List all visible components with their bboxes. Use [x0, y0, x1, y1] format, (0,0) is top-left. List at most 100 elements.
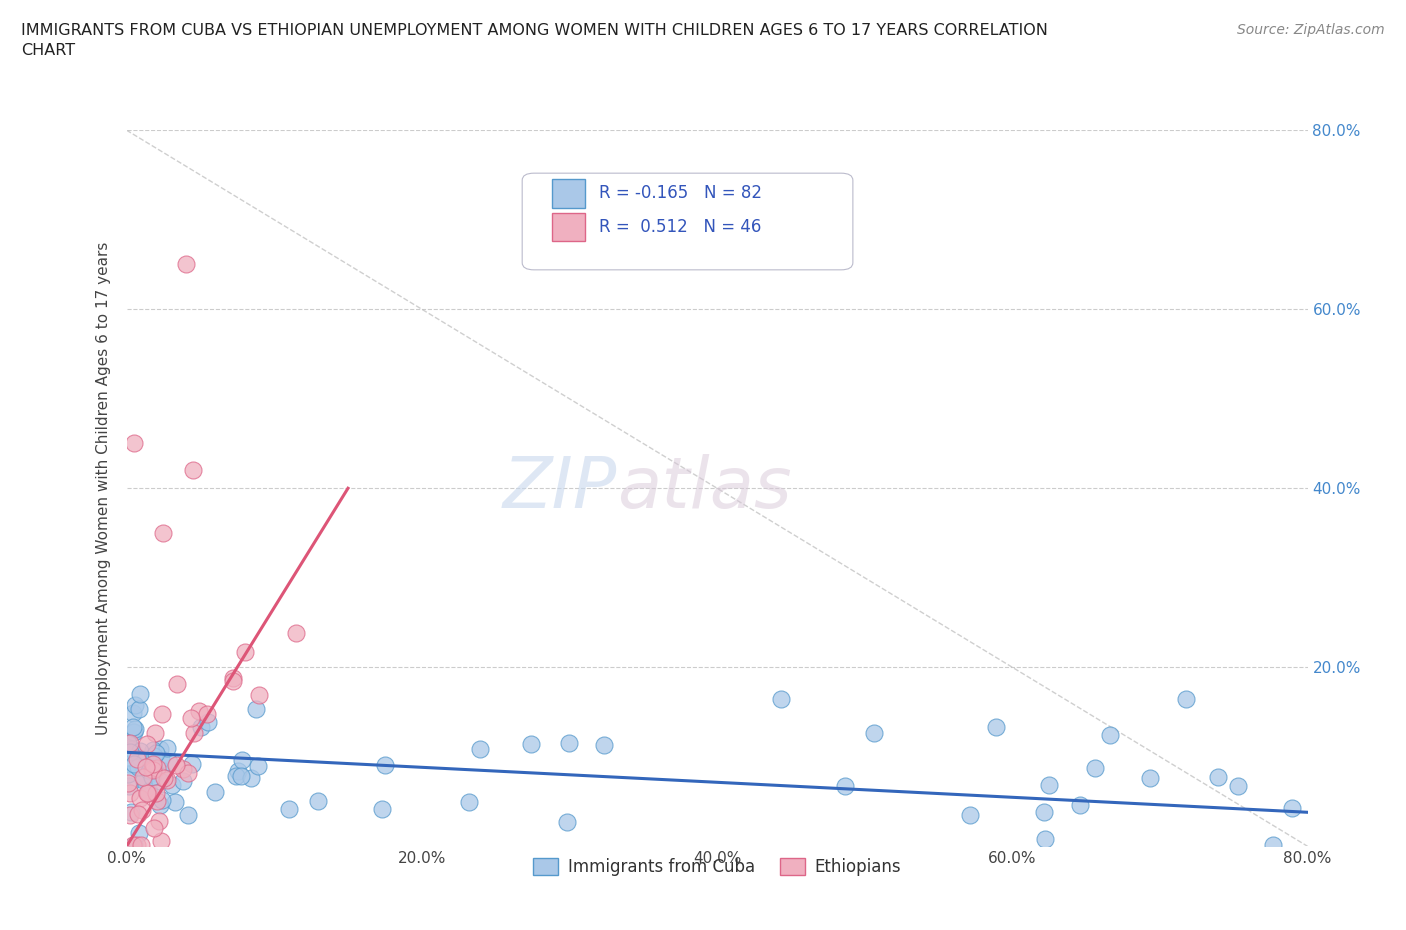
- Point: [371, 802, 394, 817]
- Point: [555, 815, 578, 830]
- Point: [131, 803, 153, 817]
- Point: [519, 737, 541, 751]
- Point: [136, 786, 159, 801]
- Point: [247, 688, 270, 703]
- Point: [157, 754, 180, 769]
- Point: [120, 745, 142, 760]
- Point: [1175, 691, 1198, 706]
- Point: [129, 686, 152, 701]
- Point: [143, 821, 166, 836]
- Point: [124, 722, 146, 737]
- Point: [177, 765, 200, 780]
- Point: [122, 719, 145, 734]
- Point: [246, 758, 269, 773]
- Point: [149, 774, 172, 789]
- Point: [165, 794, 187, 809]
- Point: [128, 701, 150, 716]
- Legend: Immigrants from Cuba, Ethiopians: Immigrants from Cuba, Ethiopians: [524, 850, 910, 884]
- Point: [1033, 831, 1056, 846]
- Point: [127, 838, 149, 853]
- Point: [146, 793, 169, 808]
- Point: [181, 463, 204, 478]
- Point: [225, 768, 247, 783]
- Point: [233, 644, 256, 659]
- Point: [132, 769, 155, 784]
- Point: [862, 725, 884, 740]
- Point: [1261, 838, 1284, 853]
- Text: Source: ZipAtlas.com: Source: ZipAtlas.com: [1237, 23, 1385, 37]
- Point: [1099, 727, 1122, 742]
- Point: [122, 436, 145, 451]
- Point: [769, 691, 792, 706]
- Point: [132, 773, 155, 788]
- Point: [149, 833, 172, 848]
- Point: [150, 751, 173, 766]
- Point: [278, 802, 301, 817]
- Point: [125, 752, 148, 767]
- Point: [136, 785, 159, 800]
- Point: [120, 804, 142, 819]
- Point: [174, 257, 197, 272]
- Point: [984, 720, 1007, 735]
- Point: [120, 786, 142, 801]
- Point: [121, 706, 143, 721]
- FancyBboxPatch shape: [551, 213, 585, 241]
- Point: [129, 838, 152, 853]
- Point: [122, 757, 145, 772]
- Point: [150, 763, 173, 777]
- Point: [128, 825, 150, 840]
- Point: [1033, 804, 1056, 819]
- Point: [117, 736, 139, 751]
- Point: [1069, 797, 1091, 812]
- Point: [457, 794, 479, 809]
- Point: [231, 768, 253, 783]
- Point: [468, 741, 491, 756]
- Point: [1084, 761, 1107, 776]
- Point: [142, 749, 165, 764]
- Point: [1139, 770, 1161, 785]
- Point: [245, 702, 267, 717]
- Point: [172, 773, 194, 788]
- Point: [129, 790, 152, 805]
- Point: [132, 771, 155, 786]
- Point: [117, 741, 139, 756]
- Point: [959, 807, 981, 822]
- Point: [307, 794, 329, 809]
- Point: [129, 744, 152, 759]
- Text: R =  0.512   N = 46: R = 0.512 N = 46: [599, 218, 761, 236]
- Point: [143, 726, 166, 741]
- Point: [127, 760, 149, 775]
- Point: [226, 764, 249, 778]
- Point: [222, 673, 245, 688]
- FancyBboxPatch shape: [522, 173, 853, 270]
- Point: [138, 783, 160, 798]
- Point: [1281, 800, 1303, 815]
- Point: [145, 786, 167, 801]
- Point: [172, 762, 194, 777]
- Point: [204, 785, 226, 800]
- Point: [124, 698, 146, 713]
- Point: [156, 773, 179, 788]
- Point: [187, 703, 209, 718]
- Point: [141, 769, 163, 784]
- Point: [181, 757, 204, 772]
- Point: [176, 807, 198, 822]
- Point: [153, 771, 176, 786]
- Point: [136, 763, 159, 777]
- Point: [136, 751, 159, 766]
- Point: [122, 838, 145, 853]
- Point: [1038, 777, 1060, 792]
- Point: [222, 671, 245, 685]
- Point: [146, 761, 169, 776]
- Text: ZIP: ZIP: [502, 454, 617, 523]
- FancyBboxPatch shape: [551, 179, 585, 207]
- Point: [156, 740, 179, 755]
- Point: [143, 765, 166, 780]
- Point: [142, 757, 165, 772]
- Point: [129, 751, 152, 766]
- Point: [197, 715, 219, 730]
- Point: [135, 737, 157, 751]
- Point: [135, 760, 157, 775]
- Text: atlas: atlas: [617, 454, 792, 523]
- Point: [1226, 778, 1249, 793]
